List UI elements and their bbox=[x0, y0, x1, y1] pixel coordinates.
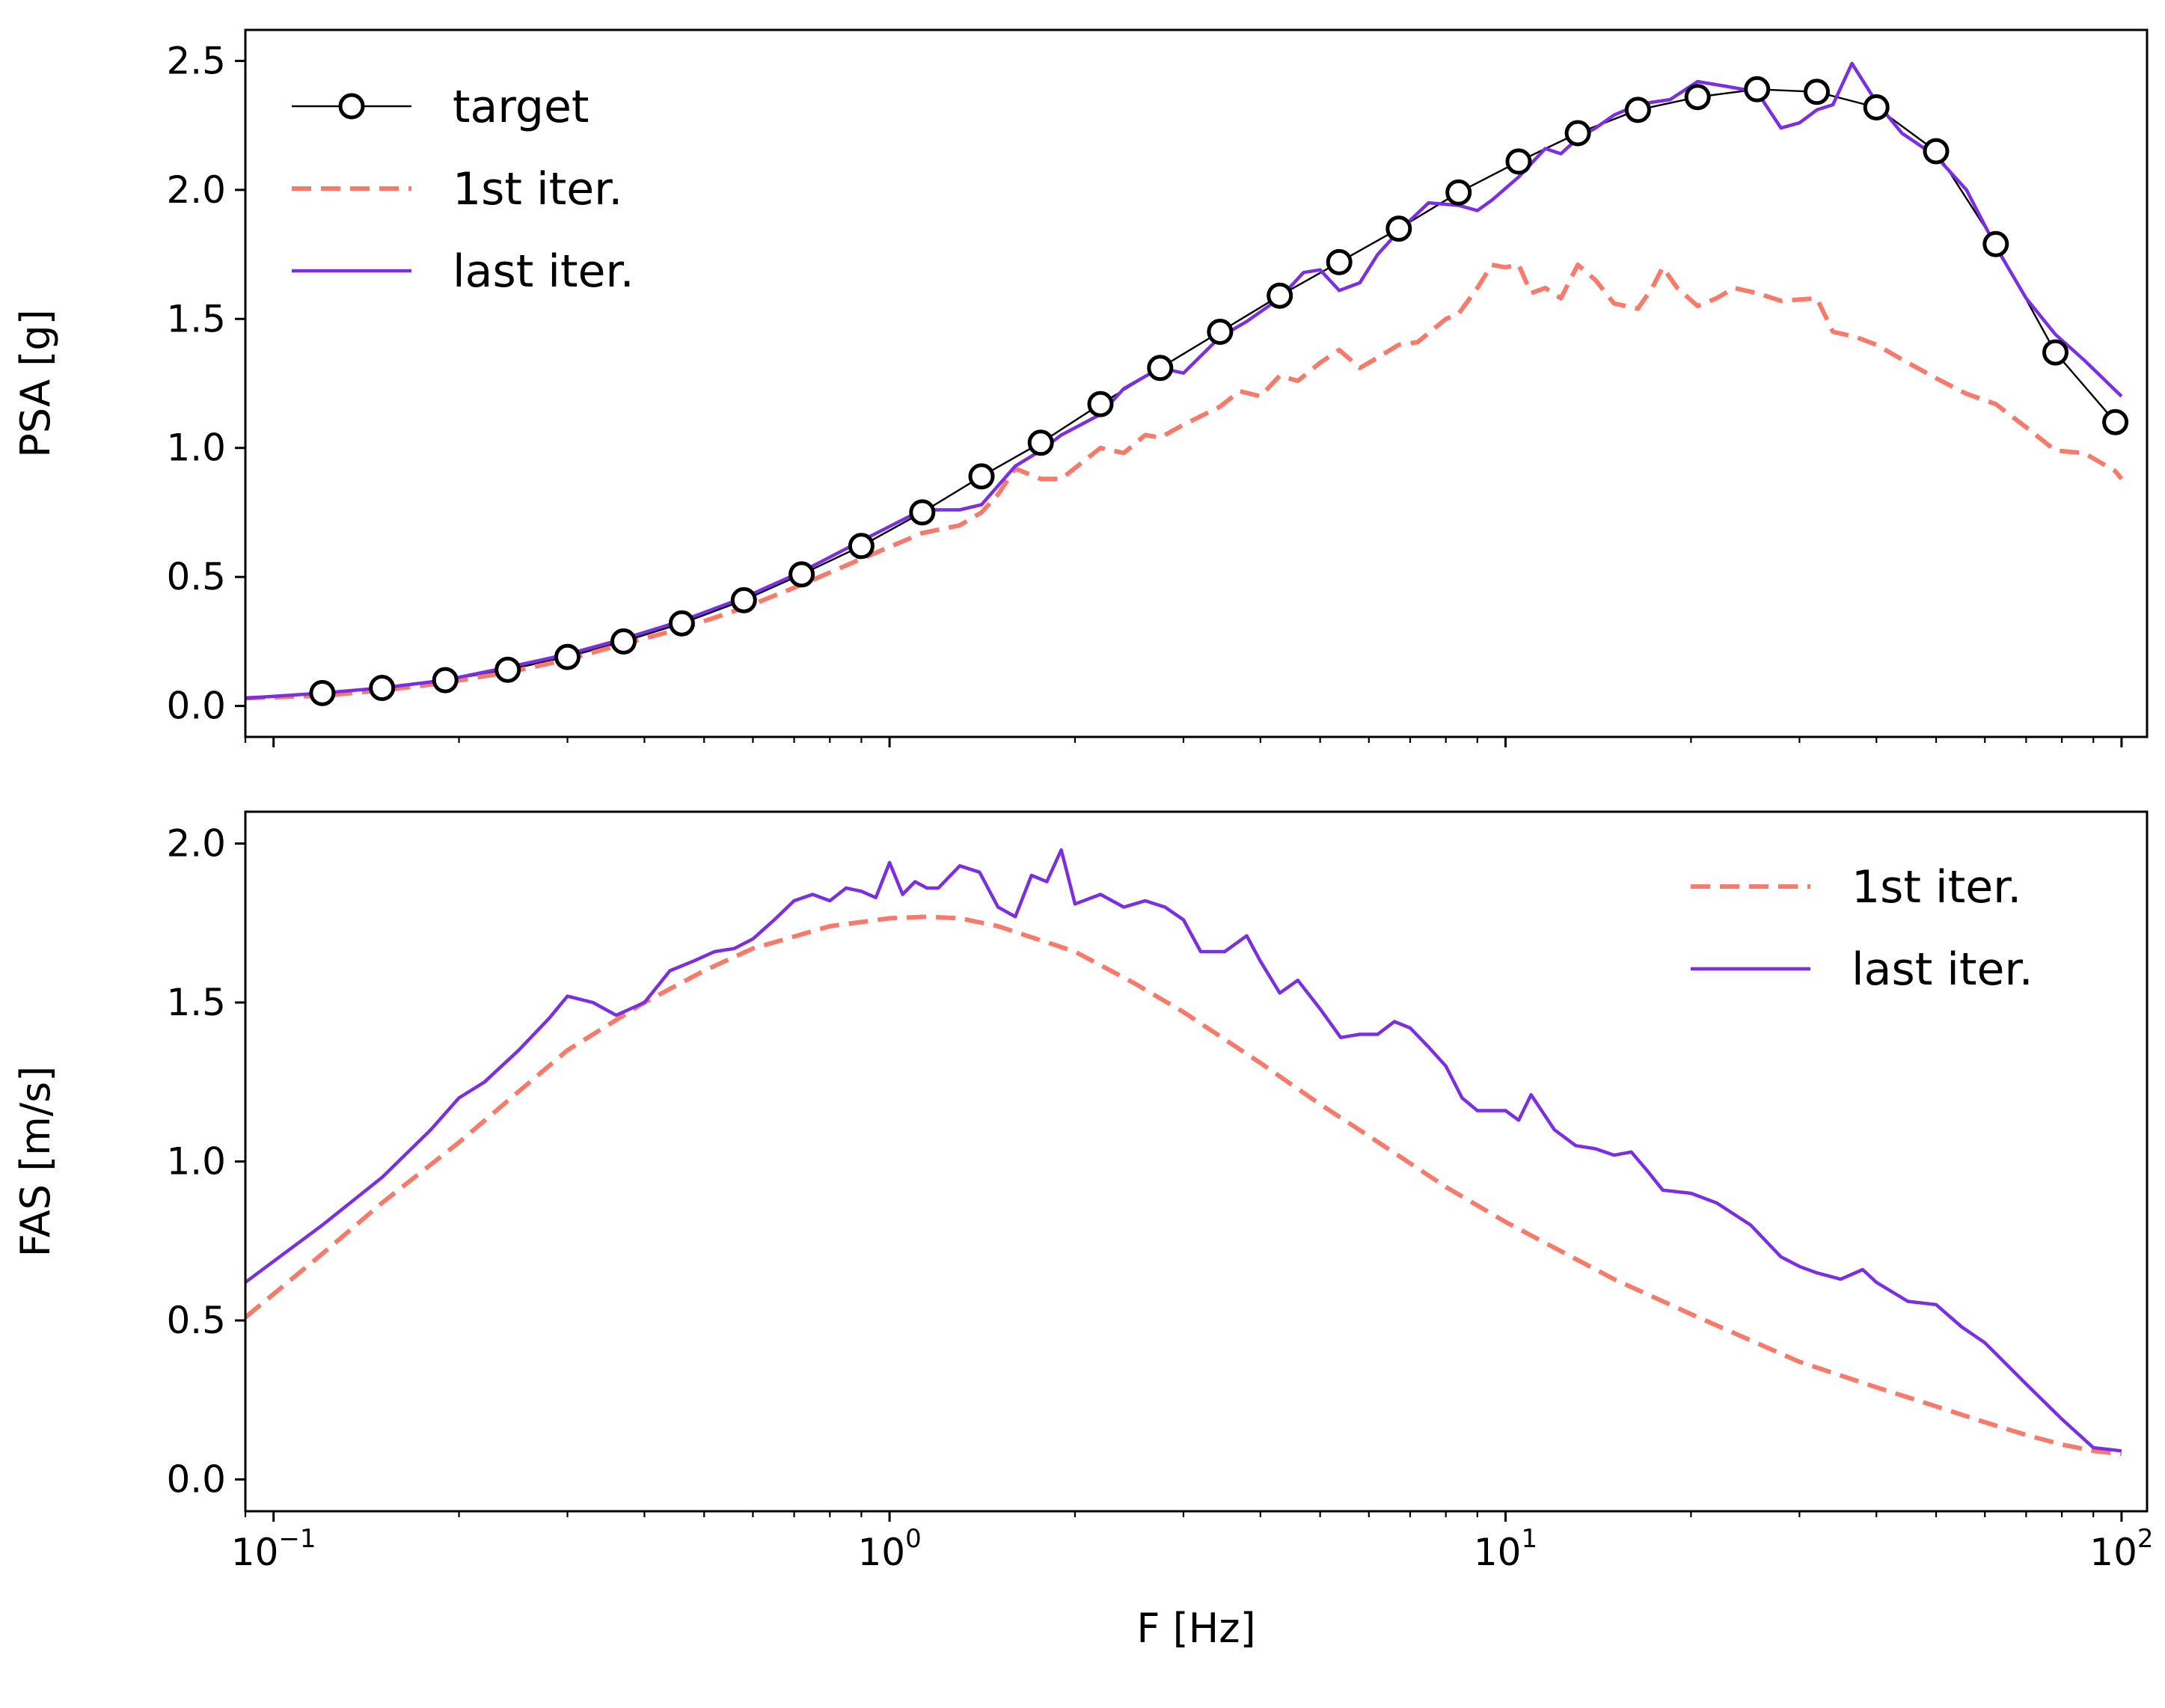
psa-target-point bbox=[1326, 248, 1353, 275]
fas-legend: 1st iter. last iter. bbox=[1691, 861, 2033, 996]
fas-series-group bbox=[245, 848, 2122, 1457]
psa-series-1st-iter-line bbox=[245, 262, 2124, 701]
psa-target-point bbox=[1863, 94, 1890, 120]
psa-legend-target-label: target bbox=[453, 81, 589, 133]
fas-axes-frame bbox=[244, 810, 2149, 1513]
psa-target-point bbox=[1624, 97, 1651, 123]
psa-target-point bbox=[788, 561, 815, 588]
fas-ytick-label: 0.0 bbox=[166, 1458, 226, 1502]
psa-target-point bbox=[1744, 76, 1771, 102]
fas-axes: 0.0 0.5 1.0 1.5 2.0 10−1 100 101 102 FAS [m/s] F [… bbox=[12, 810, 2154, 1652]
psa-axes-frame bbox=[244, 28, 2149, 738]
psa-target-point bbox=[1207, 319, 1234, 345]
psa-target-point bbox=[610, 628, 637, 655]
psa-ytick-label: 0.0 bbox=[166, 685, 226, 728]
psa-target-point bbox=[369, 675, 396, 701]
psa-legend-target-marker bbox=[338, 93, 365, 120]
psa-target-point bbox=[554, 643, 581, 670]
psa-target-point bbox=[2042, 339, 2068, 366]
psa-series-group bbox=[245, 61, 2129, 706]
psa-target-point bbox=[848, 533, 875, 560]
fas-series-1st-iter-line bbox=[245, 914, 2122, 1457]
psa-target-point bbox=[2102, 408, 2129, 435]
psa-target-point bbox=[909, 499, 936, 526]
psa-plot-area bbox=[245, 61, 2129, 706]
psa-target-point bbox=[432, 667, 459, 694]
psa-target-point bbox=[1267, 282, 1293, 309]
psa-target-point bbox=[1684, 84, 1711, 111]
psa-target-point bbox=[1445, 179, 1472, 206]
fas-ytick-label: 2.0 bbox=[166, 822, 226, 866]
fas-ytick-label: 1.0 bbox=[166, 1140, 226, 1184]
psa-target-point bbox=[1505, 148, 1532, 175]
fas-panel: 0.0 0.5 1.0 1.5 2.0 10−1 100 101 102 FAS [m/s] F [… bbox=[12, 810, 2154, 1652]
psa-target-point bbox=[1564, 120, 1591, 147]
fas-ylabel: FAS [m/s] bbox=[12, 1066, 59, 1258]
fas-ytick-label: 1.5 bbox=[166, 981, 226, 1024]
psa-legend-last-iter-label: last iter. bbox=[453, 245, 634, 298]
psa-ytick-label: 0.5 bbox=[166, 555, 226, 599]
psa-ylabel: PSA [g] bbox=[12, 309, 59, 457]
psa-ytick-label: 1.5 bbox=[166, 297, 226, 340]
psa-legend-1st-iter-label: 1st iter. bbox=[453, 163, 622, 215]
psa-legend: target 1st iter. last iter. bbox=[292, 81, 634, 298]
psa-ytick-label: 2.0 bbox=[166, 168, 226, 212]
fas-legend-1st-iter-label: 1st iter. bbox=[1852, 861, 2021, 913]
psa-target-point bbox=[730, 587, 757, 613]
psa-axes: 0.0 0.5 1.0 1.5 2.0 2.5 PSA [g] bbox=[12, 28, 2149, 747]
psa-target-point bbox=[1982, 230, 2009, 257]
psa-target-point bbox=[1087, 391, 1114, 417]
fas-xlabel: F [Hz] bbox=[1136, 1605, 1255, 1652]
psa-target-point bbox=[1385, 215, 1412, 242]
fas-series-last-iter-line bbox=[245, 848, 2122, 1453]
fas-xtick-label: 100 bbox=[857, 1524, 921, 1574]
psa-panel: 0.0 0.5 1.0 1.5 2.0 2.5 PSA [g] target 1st iter… bbox=[12, 28, 2149, 747]
fas-plot-area bbox=[245, 848, 2122, 1457]
psa-target-point bbox=[309, 679, 336, 706]
psa-ytick-label: 2.5 bbox=[166, 39, 226, 82]
psa-target-point bbox=[1147, 355, 1174, 382]
fas-ytick-label: 0.5 bbox=[166, 1299, 226, 1342]
psa-target-point bbox=[1804, 79, 1830, 105]
fas-xtick-label: 10−1 bbox=[231, 1524, 316, 1574]
psa-target-point bbox=[968, 463, 995, 490]
psa-target-point bbox=[1027, 429, 1054, 456]
fas-xtick-label: 102 bbox=[2089, 1524, 2153, 1574]
psa-target-point bbox=[494, 656, 521, 683]
psa-ytick-label: 1.0 bbox=[166, 426, 226, 470]
psa-target-point bbox=[1923, 138, 1950, 165]
fas-xtick-label: 101 bbox=[1474, 1524, 1537, 1574]
fas-legend-last-iter-label: last iter. bbox=[1852, 943, 2033, 996]
psa-series-last-iter-line bbox=[245, 61, 2123, 700]
psa-target-point bbox=[668, 610, 695, 637]
